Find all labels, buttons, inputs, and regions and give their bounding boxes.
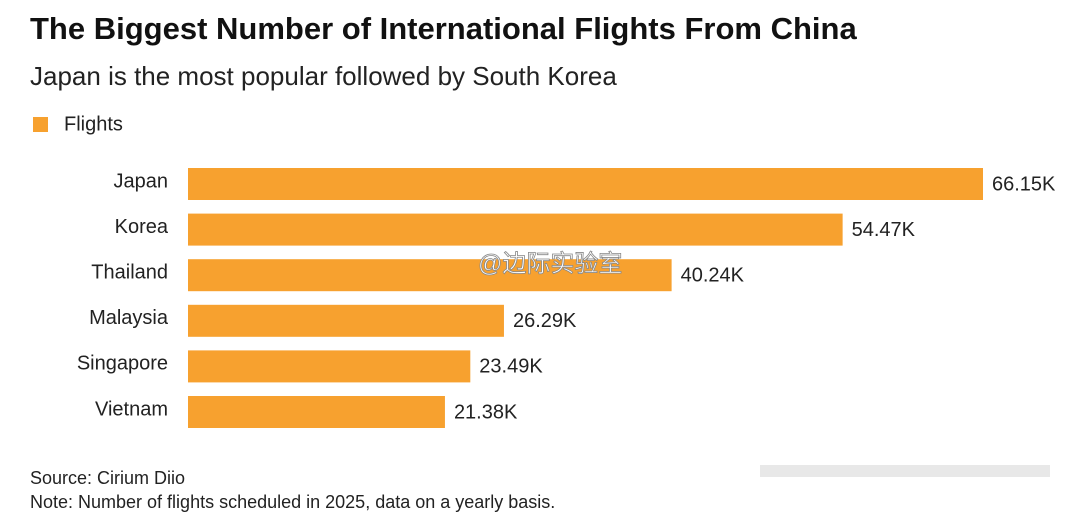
value-label: 23.49K [479,356,543,378]
chart-title: The Biggest Number of International Flig… [30,11,857,46]
bar [188,213,843,246]
decor [760,465,1050,477]
bar [188,259,672,292]
source: Source: Cirium Diio [30,468,185,488]
y-tick-label: Malaysia [89,307,169,329]
value-label: 66.15K [992,173,1056,195]
y-tick-label: Thailand [91,261,168,283]
y-tick-label: Singapore [77,353,168,375]
legend-label: Flights [64,113,123,135]
value-label: 40.24K [681,264,745,286]
value-label: 21.38K [454,401,518,423]
bar [188,304,504,337]
y-tick-label: Vietnam [95,398,168,420]
watermark: @边际实验室 [478,250,622,277]
bar [188,168,983,200]
value-label: 26.29K [513,310,577,332]
bar [188,350,471,383]
legend-swatch [33,117,48,132]
note: Note: Number of flights scheduled in 202… [30,492,555,512]
y-tick-label: Korea [115,216,169,238]
chart-subtitle: Japan is the most popular followed by So… [30,61,617,91]
bar [188,396,445,428]
value-label: 54.47K [852,219,916,241]
y-tick-label: Japan [114,170,169,192]
